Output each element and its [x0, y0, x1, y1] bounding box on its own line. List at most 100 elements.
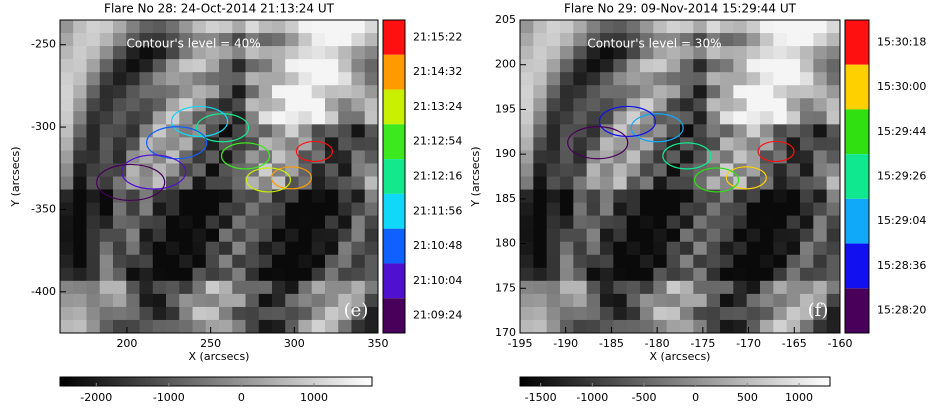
background-pixel — [800, 319, 814, 334]
background-pixel — [152, 228, 167, 243]
background-pixel — [680, 150, 694, 164]
background-pixel — [139, 20, 154, 34]
background-pixel — [113, 20, 127, 34]
background-pixel — [733, 176, 748, 191]
legend-label: 15:29:04 — [877, 214, 926, 227]
background-pixel — [586, 20, 601, 34]
background-pixel — [800, 46, 814, 60]
background-pixel — [800, 72, 814, 86]
background-pixel — [338, 293, 352, 308]
background-pixel — [126, 124, 140, 138]
background-pixel — [733, 85, 748, 99]
background-pixel — [60, 98, 74, 112]
background-pixel — [653, 124, 668, 138]
background-pixel — [546, 163, 561, 177]
background-pixel — [245, 189, 260, 204]
colorbar — [59, 376, 373, 387]
background-pixel — [653, 98, 668, 112]
background-pixel — [533, 111, 548, 125]
background-pixel — [232, 228, 246, 243]
background-pixel — [99, 137, 114, 151]
background-pixel — [693, 72, 708, 86]
background-pixel — [192, 137, 207, 151]
background-pixel — [351, 254, 366, 269]
background-pixel — [126, 202, 140, 217]
background-pixel — [573, 202, 588, 217]
background-pixel — [560, 254, 574, 269]
background-pixel — [586, 137, 601, 151]
background-pixel — [73, 267, 87, 282]
background-pixel — [285, 20, 299, 34]
background-pixel — [73, 137, 87, 151]
background-pixel — [813, 176, 828, 191]
background-pixel — [272, 137, 286, 151]
background-pixel — [666, 111, 681, 125]
background-pixel — [73, 241, 87, 256]
background-pixel — [640, 46, 654, 60]
background-pixel — [600, 176, 614, 191]
background-pixel — [653, 254, 668, 269]
background-pixel — [166, 163, 180, 177]
background-pixel — [205, 163, 220, 177]
background-pixel — [693, 306, 708, 321]
contour — [725, 166, 767, 190]
background-pixel — [600, 241, 614, 256]
background-pixel — [99, 59, 114, 73]
background-pixel — [192, 241, 207, 256]
background-pixel — [573, 306, 588, 321]
background-pixel — [60, 254, 74, 269]
background-pixel — [325, 163, 339, 177]
background-pixel — [653, 293, 668, 308]
background-pixel — [232, 306, 246, 321]
background-pixel — [720, 124, 734, 138]
background-pixel — [86, 163, 101, 177]
background-pixel — [73, 33, 87, 47]
background-pixel — [533, 46, 548, 60]
background-pixel — [680, 189, 694, 204]
background-pixel — [179, 254, 193, 269]
background-pixel — [693, 150, 708, 164]
background-pixel — [573, 33, 588, 47]
background-pixel — [272, 59, 286, 73]
background-pixel — [786, 319, 801, 334]
background-pixel — [179, 150, 193, 164]
background-pixel — [245, 111, 260, 125]
background-pixel — [126, 46, 140, 60]
background-pixel — [311, 111, 326, 125]
background-pixel — [586, 85, 601, 99]
background-pixel — [520, 280, 534, 295]
colorbar-tick-label: 0 — [692, 391, 699, 404]
background-pixel — [586, 280, 601, 295]
background-pixel — [826, 202, 841, 217]
background-pixel — [73, 72, 87, 86]
background-pixel — [613, 150, 628, 164]
background-pixel — [733, 319, 748, 334]
background-pixel — [626, 59, 641, 73]
background-pixel — [613, 293, 628, 308]
background-pixel — [613, 254, 628, 269]
background-pixel — [258, 124, 273, 138]
background-pixel — [60, 189, 74, 204]
background-pixel — [219, 267, 233, 282]
background-pixel — [364, 254, 379, 269]
background-pixel — [546, 33, 561, 47]
colorbar-tick-label: 500 — [737, 391, 758, 404]
background-pixel — [192, 228, 207, 243]
background-pixel — [573, 72, 588, 86]
background-pixel — [285, 33, 299, 47]
background-pixel — [272, 176, 286, 191]
background-pixel — [73, 189, 87, 204]
background-pixel — [560, 306, 574, 321]
background-pixel — [205, 306, 220, 321]
background-pixel — [680, 228, 694, 243]
background-pixel — [272, 72, 286, 86]
background-pixel — [364, 46, 379, 60]
background-pixel — [351, 111, 366, 125]
background-pixel — [99, 241, 114, 256]
background-pixel — [813, 293, 828, 308]
background-pixel — [179, 202, 193, 217]
background-pixel — [800, 306, 814, 321]
background-pixel — [786, 189, 801, 204]
background-pixel — [232, 137, 246, 151]
background-pixel — [99, 267, 114, 282]
